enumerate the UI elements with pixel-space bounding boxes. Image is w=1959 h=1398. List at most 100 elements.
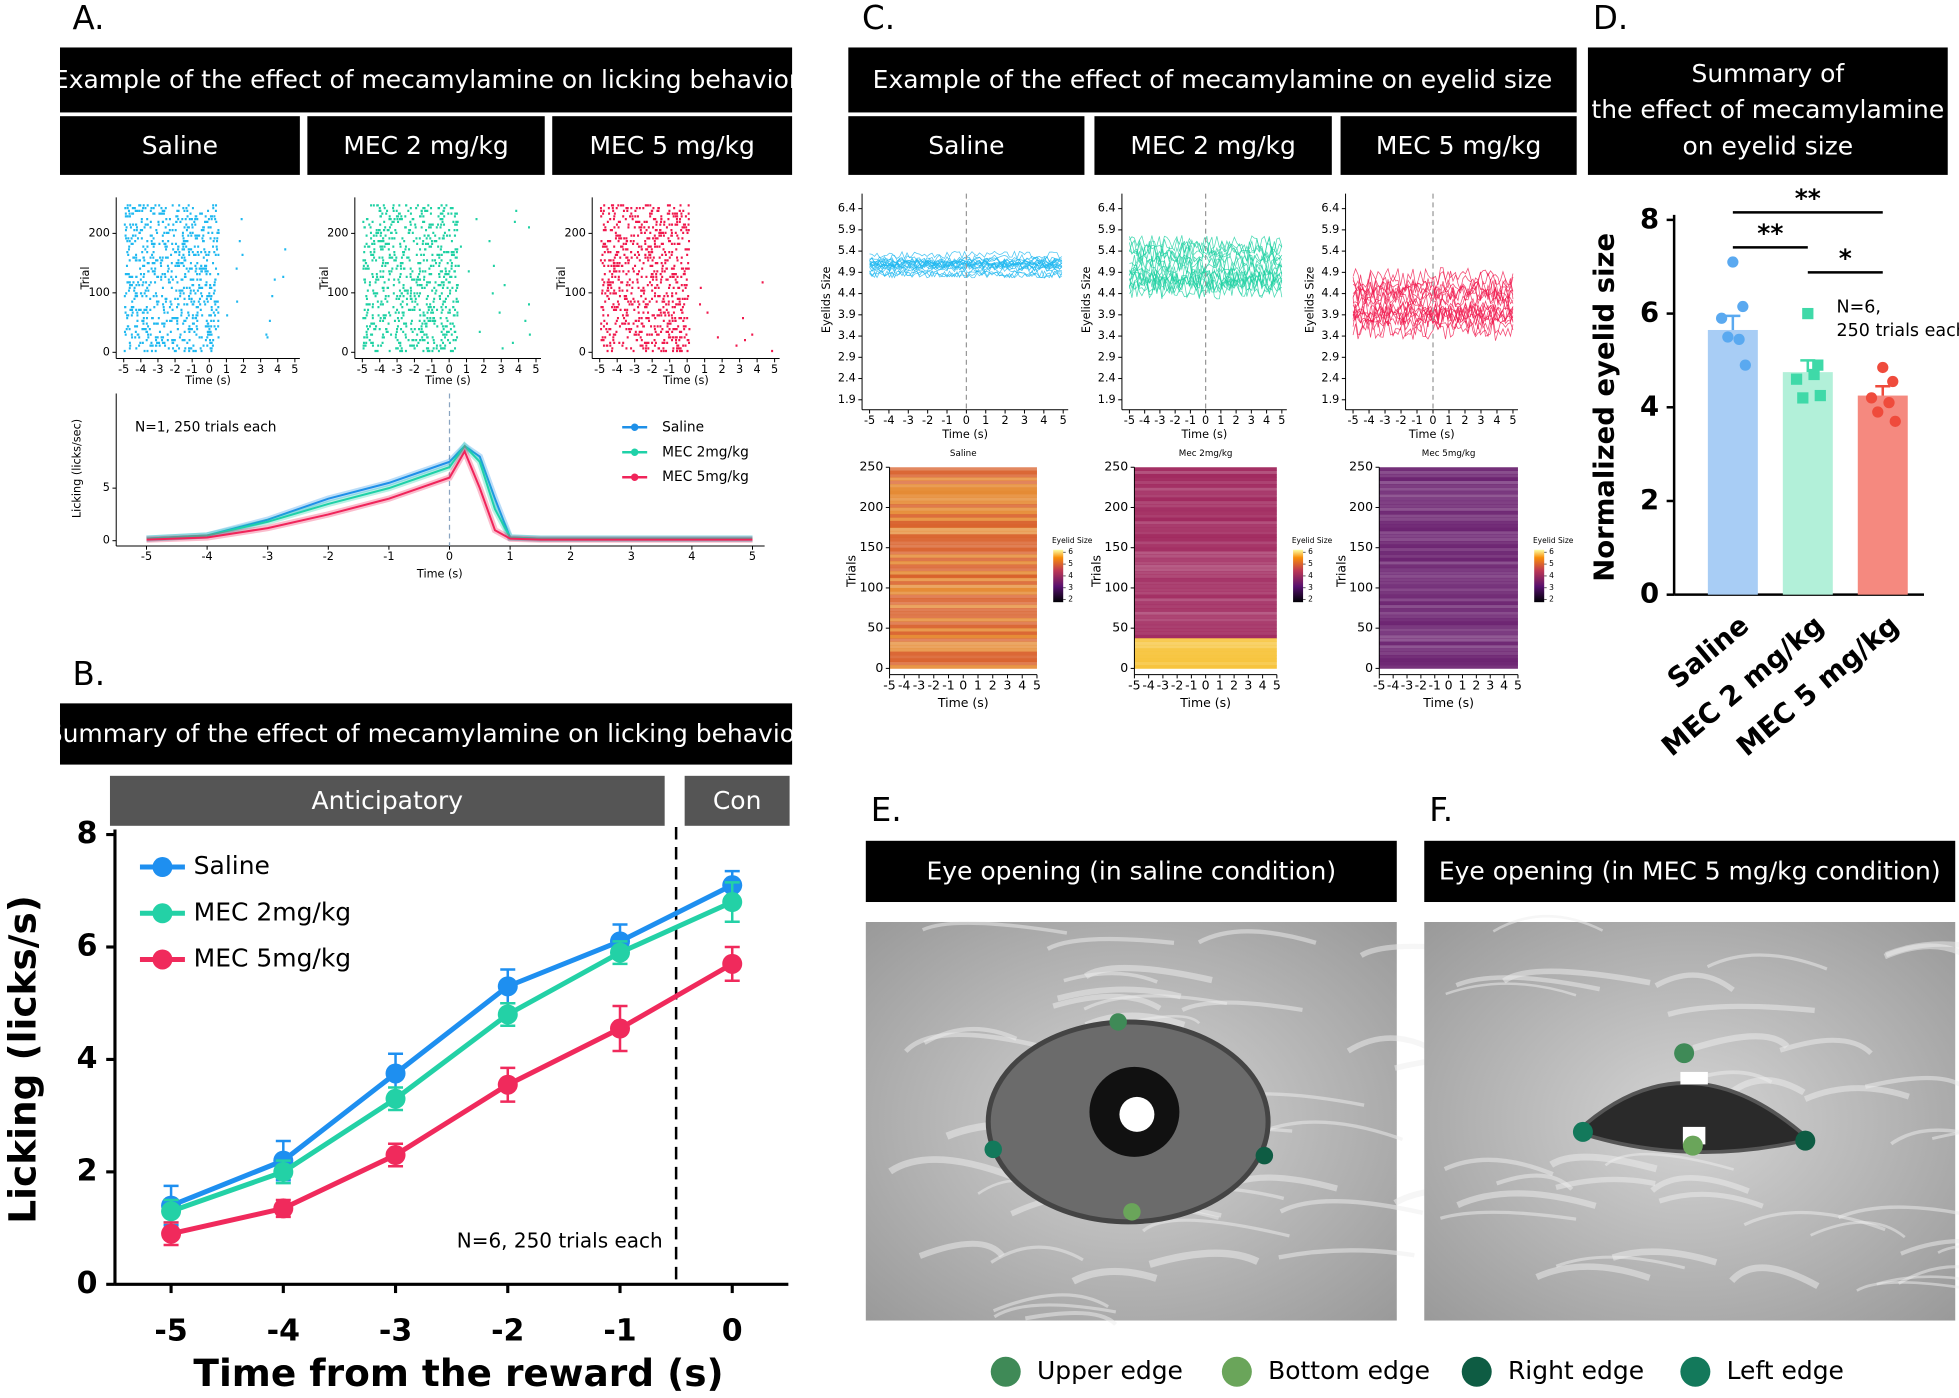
heatmap-row [1379, 638, 1518, 642]
fur-streak [1706, 953, 1828, 971]
x-tick-label: -3 [1401, 677, 1413, 692]
x-tick-label: 3 [1486, 677, 1494, 692]
heatmap-row [889, 594, 1037, 599]
x-tick-label: 3 [257, 363, 264, 376]
x-tick-label: 5 [532, 363, 539, 376]
heatmap-row [889, 601, 1037, 606]
x-tick-label: 0 [206, 363, 213, 376]
legend-label: Saline [662, 419, 704, 435]
heatmap-row [1379, 628, 1518, 632]
point [610, 1018, 630, 1039]
heatmap-row [889, 564, 1037, 569]
header-text: on eyelid size [1683, 131, 1854, 160]
y-tick-label: 5.9 [838, 223, 856, 236]
eyelid-trace [1352, 320, 1514, 341]
point [497, 976, 518, 997]
fur-streak [1937, 1245, 1959, 1254]
heatmap-row [1379, 564, 1518, 569]
heatmap-row [1379, 507, 1518, 512]
legend-dot [1680, 1356, 1711, 1387]
heatmap-row [1379, 484, 1518, 488]
eyelid-trace [1129, 255, 1283, 278]
point [722, 953, 743, 974]
heatmap-row [889, 567, 1037, 572]
x-tick-label: 2 [1461, 414, 1468, 427]
heatmap-row [1379, 500, 1518, 505]
x-tick-label: 1 [974, 677, 982, 692]
y-tick-label: 250 [1349, 459, 1373, 474]
heatmap-row [889, 487, 1037, 492]
legend-label: Left edge [1727, 1356, 1844, 1385]
x-tick-label: 3 [1004, 677, 1012, 692]
point [273, 1198, 294, 1219]
point [1737, 300, 1749, 313]
point [385, 1063, 406, 1084]
legend-label: MEC 5mg/kg [194, 943, 351, 972]
x-tick-label: 1 [1459, 677, 1467, 692]
x-tick-label: -4 [1142, 677, 1155, 692]
legend-dot [152, 857, 173, 878]
x-tick-label: -4 [612, 363, 623, 376]
x-tick-label: -4 [1139, 414, 1150, 427]
header-text: Eye opening (in MEC 5 mg/kg condition) [1439, 857, 1941, 886]
fur-streak [1455, 975, 1601, 992]
fur-streak [993, 1303, 1117, 1319]
legend-label: MEC 2mg/kg [662, 444, 749, 460]
point [385, 1088, 406, 1109]
heatmap-row [889, 520, 1037, 525]
heatmap-row [1134, 658, 1277, 663]
header-bar [1340, 116, 1577, 175]
legend-label: MEC 5mg/kg [662, 469, 749, 485]
y-tick-label: 0 [1120, 660, 1128, 675]
heatmap-row [889, 587, 1037, 592]
heatmap-row [889, 581, 1037, 585]
x-tick-label: 5 [771, 363, 778, 376]
heatmap-row [1134, 611, 1277, 616]
heatmap-row [1134, 561, 1277, 565]
heatmap-row [1379, 544, 1518, 549]
y-tick-label: 0 [341, 345, 348, 358]
x-tick-label: 4 [515, 363, 522, 376]
x-tick-label: 3 [1244, 677, 1252, 692]
heatmap-row [1134, 551, 1277, 555]
heatmap-row [889, 497, 1037, 502]
heatmap-row [889, 514, 1037, 518]
heatmap-row [1134, 648, 1277, 653]
heatmap-row [1379, 487, 1518, 492]
x-tick-label: 2 [1002, 414, 1009, 427]
point [273, 1161, 294, 1182]
heatmap-row [1379, 504, 1518, 508]
colorbar-label: Eyelid Size [1052, 536, 1093, 545]
significance-label: ** [1757, 219, 1783, 248]
eye-point [984, 1140, 1002, 1159]
x-tick-label: -3 [262, 550, 273, 563]
fur-streak [1445, 982, 1577, 997]
heatmap-row [889, 591, 1037, 596]
heatmap-row [1379, 634, 1518, 639]
x-tick-label: 5 [1514, 677, 1522, 692]
header-bar [865, 840, 1397, 903]
heatmap-row [1379, 514, 1518, 518]
raster-dots [123, 204, 287, 353]
x-tick-label: -1 [1429, 677, 1441, 692]
colorbar-tick-label: 5 [1308, 559, 1313, 568]
heatmap-row [1134, 507, 1277, 512]
fur-streak [1876, 1275, 1959, 1286]
fur-streak [1056, 986, 1182, 1002]
x-axis-label: Time (s) [1181, 428, 1228, 441]
fur-streak [1604, 1152, 1735, 1171]
heatmap-row [1134, 554, 1277, 559]
eyelid-trace [869, 258, 1063, 268]
x-tick-label: -5 [1347, 414, 1358, 427]
raster-dots [599, 204, 774, 353]
fur-streak [918, 1240, 1005, 1259]
y-tick-label: 250 [859, 459, 883, 474]
heatmap-row [1379, 608, 1518, 612]
heatmap-row [889, 641, 1037, 646]
heatmap-row [1379, 561, 1518, 565]
colorbar [1293, 549, 1304, 603]
y-tick-label: 5.4 [1321, 244, 1339, 257]
glint [1680, 1071, 1708, 1085]
x-tick-label: -2 [409, 363, 420, 376]
